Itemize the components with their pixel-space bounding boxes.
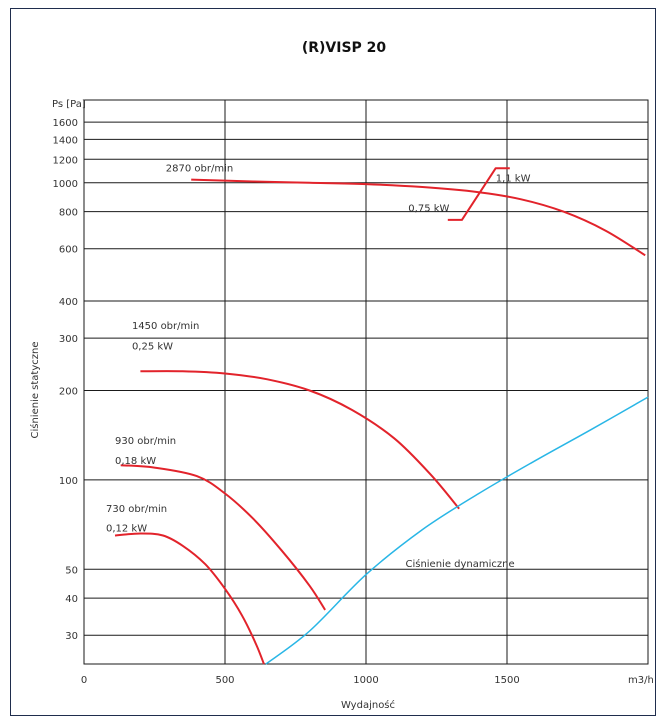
grid — [83, 99, 649, 665]
series-line-5 — [447, 167, 510, 221]
annotation-label-9: Ciśnienie dynamiczne — [405, 558, 514, 570]
y-tick-label: 30 — [65, 631, 78, 642]
annotation-label-4: 0,18 kW — [115, 456, 156, 467]
y-tick-label: 50 — [65, 565, 78, 576]
x-unit-label: m3/h — [628, 675, 654, 686]
series-line-3 — [114, 532, 265, 665]
y-axis-label: Ciśnienie statyczne — [29, 341, 41, 438]
x-tick-label: 1500 — [494, 675, 519, 686]
y-tick-label: 300 — [59, 334, 78, 345]
chart-title: (R)VISP 20 — [302, 40, 387, 56]
y-tick-label: 1600 — [53, 118, 78, 129]
annotation-layer: 2870 obr/min 1450 obr/min 0,25 kW 930 obr/m… — [106, 164, 531, 570]
y-tick-label: 100 — [59, 476, 78, 487]
annotation-label-0: 2870 obr/min — [166, 164, 233, 175]
tick-layer: 0 500 1000 1500 30 40 50 100 200 300 400 600 800 1000… — [53, 118, 520, 686]
series-line-2 — [120, 464, 326, 611]
series-layer — [114, 167, 649, 665]
series-line-1 — [140, 370, 460, 510]
x-tick-label: 1000 — [353, 675, 378, 686]
annotation-label-6: 0,12 kW — [106, 524, 147, 535]
annotation-label-5: 730 obr/min — [106, 504, 167, 515]
annotation-label-7: 1,1 kW — [496, 174, 531, 185]
x-axis-label: Wydajność — [341, 699, 395, 711]
y-tick-label: 400 — [59, 297, 78, 308]
y-tick-label: 200 — [59, 386, 78, 397]
y-tick-label: 1200 — [53, 155, 78, 166]
y-tick-label: 600 — [59, 245, 78, 256]
x-tick-label: 500 — [215, 675, 234, 686]
series-line-0 — [191, 178, 646, 257]
y-tick-label: 40 — [65, 594, 78, 605]
chart-frame — [10, 8, 656, 716]
annotation-label-1: 1450 obr/min — [132, 321, 199, 332]
y-tick-label: 800 — [59, 208, 78, 219]
annotation-label-3: 930 obr/min — [115, 436, 176, 447]
y-tick-label: 1000 — [53, 179, 78, 190]
annotation-label-8: 0,75 kW — [408, 204, 449, 215]
series-line-4 — [265, 396, 649, 665]
annotation-label-2: 0,25 kW — [132, 341, 173, 352]
y-tick-label: 1400 — [53, 135, 78, 146]
y-unit-label: Ps [Pa] — [52, 99, 86, 110]
x-tick-label: 0 — [81, 675, 87, 686]
